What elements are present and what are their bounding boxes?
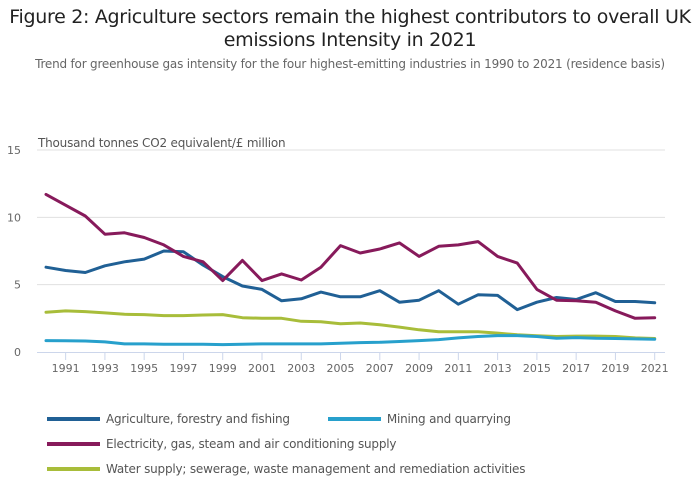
x-tick-label: 1997 xyxy=(169,362,197,375)
series-lines xyxy=(44,192,657,347)
legend-item-electricity[interactable]: Electricity, gas, steam and air conditio… xyxy=(47,437,396,451)
legend-swatch-water xyxy=(47,466,100,471)
legend-label-agriculture: Agriculture, forestry and fishing xyxy=(106,411,290,426)
legend-row: Water supply; sewerage, waste management… xyxy=(47,456,667,481)
x-tick-label: 1995 xyxy=(130,362,158,375)
x-tick-label: 1991 xyxy=(52,362,80,375)
x-tick-label: 2009 xyxy=(405,362,433,375)
legend-label-electricity: Electricity, gas, steam and air conditio… xyxy=(106,436,397,451)
x-tick-label: 1999 xyxy=(209,362,237,375)
y-tick-label: 0 xyxy=(14,346,21,359)
legend-row: Electricity, gas, steam and air conditio… xyxy=(47,431,667,456)
series-line-electricity[interactable] xyxy=(44,192,657,320)
legend-item-agriculture[interactable]: Agriculture, forestry and fishing xyxy=(47,412,290,426)
legend-row: Agriculture, forestry and fishing Mining… xyxy=(47,406,667,431)
x-tick-label: 2013 xyxy=(484,362,512,375)
legend-item-mining[interactable]: Mining and quarrying xyxy=(327,411,511,426)
legend-swatch-electricity xyxy=(47,441,100,446)
legend-swatch-mining xyxy=(327,416,381,421)
legend-swatch-agriculture xyxy=(47,416,100,421)
x-tick-label: 2005 xyxy=(327,362,355,375)
gridlines xyxy=(37,149,665,286)
x-tick-label: 2017 xyxy=(562,362,590,375)
x-tick-label: 2019 xyxy=(601,362,629,375)
y-tick-label: 5 xyxy=(14,279,21,292)
line-chart: 0 5 10 15 1991 1993 1995 1997 1999 2001 2003 2005 2… xyxy=(7,144,669,375)
y-tick-label: 15 xyxy=(7,144,21,157)
x-tick-label: 2011 xyxy=(444,362,472,375)
y-tick-label: 10 xyxy=(7,211,21,224)
x-axis: 1991 1993 1995 1997 1999 2001 2003 2005 2007 2009… xyxy=(37,352,669,375)
legend-item-water[interactable]: Water supply; sewerage, waste management… xyxy=(47,462,525,476)
x-tick-label: 2007 xyxy=(366,362,394,375)
series-line-water[interactable] xyxy=(44,309,657,340)
legend: Agriculture, forestry and fishing Mining… xyxy=(47,406,667,481)
legend-label-water: Water supply; sewerage, waste management… xyxy=(106,461,526,476)
x-tick-label: 2003 xyxy=(287,362,315,375)
y-axis-ticks: 0 5 10 15 xyxy=(7,144,21,359)
series-line-mining[interactable] xyxy=(44,334,657,347)
x-tick-label: 1993 xyxy=(91,362,119,375)
x-tick-label: 2001 xyxy=(248,362,276,375)
chart-title: Figure 2: Agriculture sectors remain the… xyxy=(9,6,691,51)
chart-subtitle: Trend for greenhouse gas intensity for t… xyxy=(35,57,665,71)
y-axis-label: Thousand tonnes CO2 equivalent/£ million xyxy=(38,136,286,150)
legend-label-mining: Mining and quarrying xyxy=(386,411,511,426)
x-tick-label: 2021 xyxy=(641,362,669,375)
x-tick-label: 2015 xyxy=(523,362,551,375)
